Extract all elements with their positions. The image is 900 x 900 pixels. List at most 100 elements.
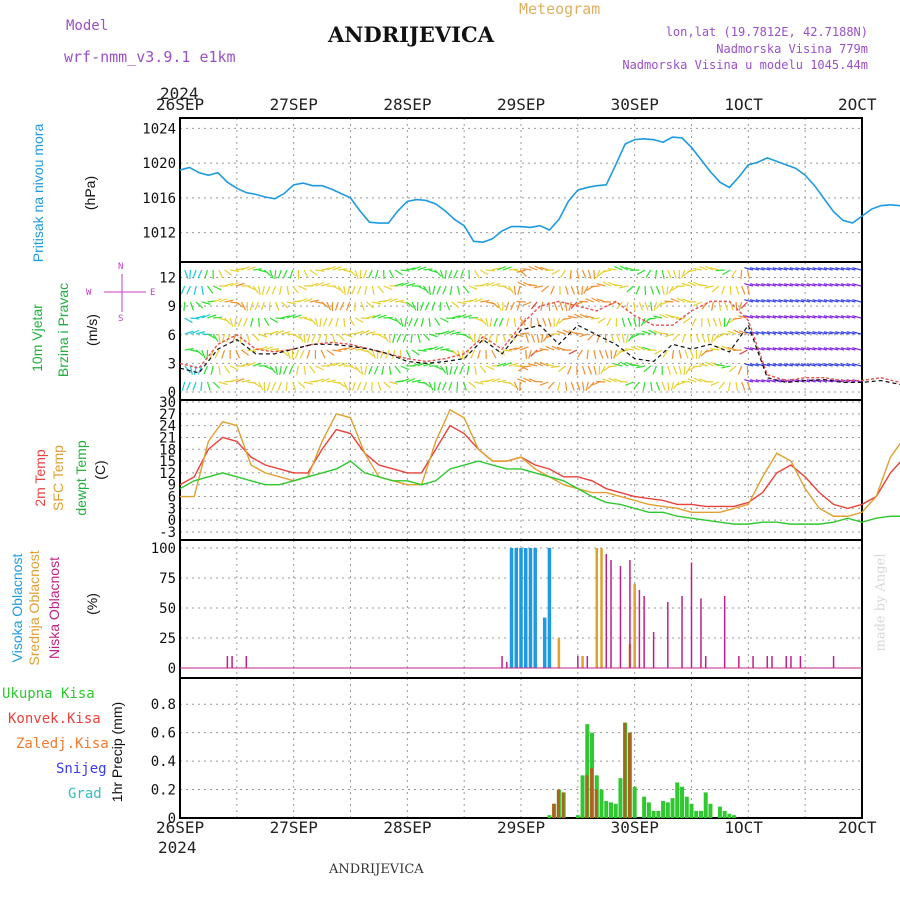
wind-arrow <box>411 362 421 367</box>
wind-arrow <box>579 313 589 319</box>
wind-arrow <box>534 265 544 271</box>
wind-arrow <box>269 269 274 279</box>
wind-arrow <box>480 299 490 303</box>
date-tick-bottom: 27SEP <box>269 818 318 837</box>
wind-arrow <box>519 317 526 326</box>
wind-arrow <box>795 267 805 271</box>
wind-arrow <box>789 283 799 287</box>
wind-arrow <box>795 315 805 319</box>
wind-arrow <box>619 380 629 383</box>
wind-arrow <box>585 298 595 303</box>
wind-arrow <box>218 333 221 344</box>
precip-bar <box>580 775 585 818</box>
wind-arrow <box>608 377 617 383</box>
wind-arrow <box>667 381 670 391</box>
wind-arrow <box>371 381 373 392</box>
cloud-bar <box>738 656 740 668</box>
wind-arrow <box>744 363 754 367</box>
wind-arrow <box>374 269 379 279</box>
wind-arrow <box>658 332 668 335</box>
wind-arrow <box>498 317 504 327</box>
wind-arrow <box>695 333 700 343</box>
wind-arrow <box>383 316 393 319</box>
wind-arrow <box>522 268 532 271</box>
wind-arrow <box>564 301 568 312</box>
wind-arrow <box>432 285 436 295</box>
wind-arrow <box>665 313 674 319</box>
wind-arrow <box>740 269 743 280</box>
wind-arrow <box>783 347 794 351</box>
wind-arrow <box>846 347 856 351</box>
wind-arrow <box>818 267 828 271</box>
wind-arrow <box>347 285 351 295</box>
wind-arrow <box>332 361 342 367</box>
wind-arrow <box>243 317 248 327</box>
wind-arrow <box>630 363 640 367</box>
model-name: wrf-nmm_v3.9.1 e1km <box>64 48 236 66</box>
wind-arrow <box>212 333 219 342</box>
wind-arrow <box>835 363 845 367</box>
wind-arrow <box>204 269 209 279</box>
wind-arrow <box>735 285 740 295</box>
wind-arrow <box>326 362 336 367</box>
wind-arrow <box>453 365 459 375</box>
wind-arrow <box>567 315 578 319</box>
wind-arrow <box>778 347 788 351</box>
wind-arrow <box>271 285 277 295</box>
wind-arrow <box>772 299 782 303</box>
compass-w: W <box>86 288 92 298</box>
y-tick-label: 0.4 <box>151 754 176 770</box>
wind-arrow <box>636 365 646 369</box>
year-bottom: 2024 <box>158 838 197 857</box>
wind-arrow <box>224 299 234 303</box>
wind-arrow <box>497 266 506 271</box>
wind-arrow <box>789 315 799 319</box>
y-tick-label: 1012 <box>142 226 176 242</box>
date-tick-top: 28SEP <box>383 95 432 114</box>
wind-arrow <box>829 283 839 287</box>
wind-arrow <box>277 269 282 279</box>
y-tick-label: 0.6 <box>151 726 176 742</box>
wind-arrow <box>349 269 357 277</box>
wind-arrow <box>636 345 646 351</box>
wind-arrow <box>806 283 816 287</box>
wind-arrow <box>670 315 680 319</box>
wind-arrow <box>523 377 532 383</box>
cloud-bar <box>667 602 669 668</box>
wind-arrow <box>823 331 833 335</box>
date-tick-top: 29SEP <box>497 95 546 114</box>
wind-arrow <box>590 317 600 320</box>
wind-arrow <box>201 301 211 305</box>
wind-arrow <box>385 349 390 359</box>
wind-arrow <box>593 365 597 375</box>
wind-arrow <box>275 301 280 311</box>
wind-arrow <box>306 349 311 359</box>
wind-arrow <box>536 333 540 343</box>
wind-arrow <box>576 285 580 295</box>
wind-arrow <box>261 285 265 295</box>
wind-arrow <box>235 349 241 359</box>
wind-arrow <box>298 298 308 303</box>
wind-arrow <box>320 378 330 383</box>
wind-arrow <box>801 315 811 319</box>
wind-arrow <box>224 317 232 325</box>
wind-arrow <box>641 346 651 351</box>
wind-arrow <box>437 381 442 391</box>
precip-bar <box>675 782 680 818</box>
wind-arrow <box>235 378 245 383</box>
wind-arrow <box>583 285 589 295</box>
wind-arrow <box>533 349 543 354</box>
wind-arrow <box>423 268 433 271</box>
precip-bar <box>646 802 651 818</box>
wind-arrow <box>573 332 583 335</box>
wind-arrow <box>218 269 224 279</box>
wind-arrow <box>613 349 618 359</box>
wind-arrow <box>371 285 375 295</box>
wind-arrow <box>314 317 319 327</box>
wind-arrow <box>667 365 671 375</box>
cloud-bar <box>629 560 631 668</box>
wind-arrow <box>428 381 434 391</box>
precip-legend-total: Ukupna Kisa <box>2 686 95 702</box>
wind-arrow <box>449 365 453 375</box>
wind-arrow <box>389 381 399 385</box>
